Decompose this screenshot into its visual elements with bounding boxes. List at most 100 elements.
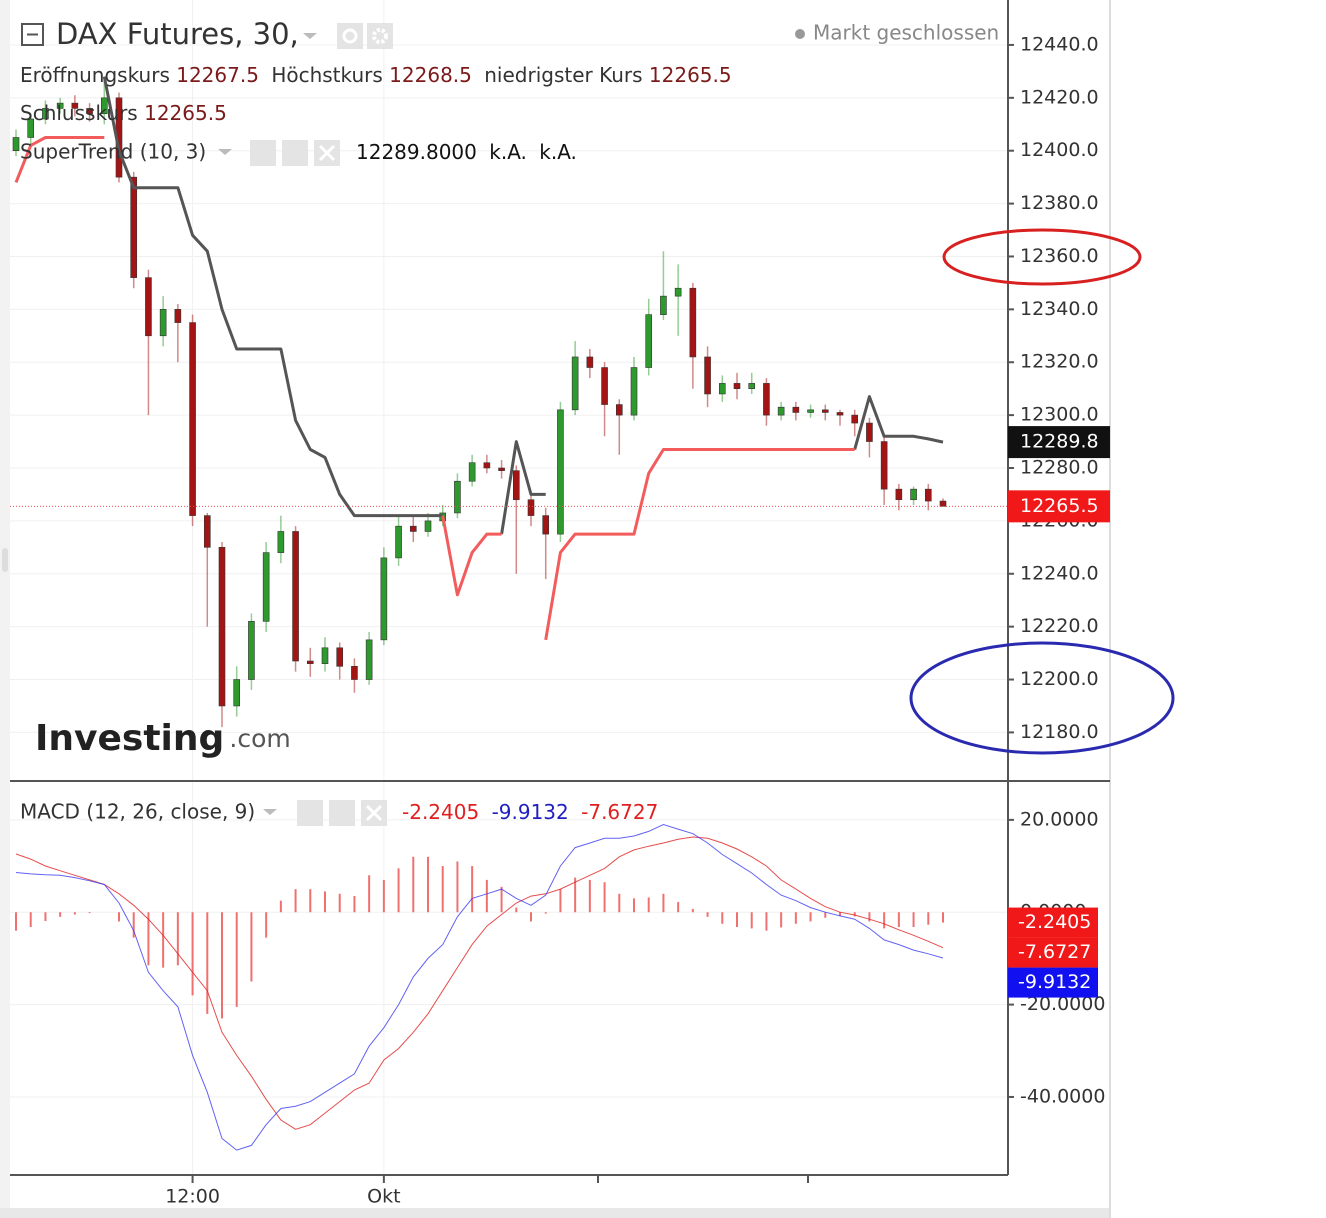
candle-body: [910, 488, 917, 501]
candle-body: [630, 367, 638, 416]
signal-line: [15, 836, 944, 1130]
candle-body: [718, 383, 726, 395]
candle-body: [880, 441, 888, 490]
settings-button[interactable]: [367, 23, 393, 49]
y-tick-label: 12420.0: [1020, 86, 1099, 108]
gear-icon: [372, 28, 388, 44]
candle-body: [939, 500, 947, 507]
candle-body: [483, 462, 491, 469]
candle-body: [454, 480, 461, 514]
candle-body: [468, 462, 476, 482]
supertrend-lower: [14, 136, 855, 641]
bottom-strip: [0, 1208, 1110, 1218]
supertrend-upper: [102, 76, 944, 535]
x-tick-label: Okt: [367, 1186, 400, 1208]
candle-body: [792, 406, 800, 413]
status-dot: [795, 29, 805, 39]
histogram-value-label: -2.2405: [1018, 911, 1091, 933]
y-tick-label: 12340.0: [1020, 298, 1099, 320]
supertrend-price-label: 12289.8: [1020, 431, 1099, 453]
visibility-button[interactable]: [337, 23, 363, 49]
dropdown-caret[interactable]: [303, 33, 317, 39]
y-tick-label: 12360.0: [1020, 245, 1099, 267]
visibility-button[interactable]: [297, 800, 323, 826]
eye-icon: [342, 28, 358, 44]
legend-value: -9.9132: [492, 800, 569, 824]
candle-body: [306, 660, 314, 664]
settings-button[interactable]: [329, 800, 355, 826]
macd-legend: MACD (12, 26, close, 9): [20, 800, 255, 824]
y-tick-label: 12300.0: [1020, 404, 1099, 426]
left-strip: [0, 0, 10, 1218]
y-tick-label: -40.0000: [1020, 1085, 1105, 1107]
candle-body: [86, 108, 93, 114]
collapse-button[interactable]: [21, 23, 44, 46]
candle-body: [159, 309, 167, 337]
blue-annotation: [909, 641, 1175, 755]
candle-body: [586, 356, 594, 368]
candle-body: [189, 322, 196, 516]
candle-body: [336, 647, 344, 667]
legend-value: 12265.5: [649, 63, 732, 87]
candle-body: [512, 470, 520, 501]
macd-value-box: [1008, 967, 1098, 998]
candle-body: [424, 520, 432, 532]
y-tick-label: 12380.0: [1020, 192, 1099, 214]
candle-body: [557, 409, 564, 535]
candle-body: [527, 499, 535, 516]
candle-body: [777, 406, 785, 416]
y-tick-label: 12280.0: [1020, 457, 1099, 479]
candle-body: [674, 287, 682, 297]
supertrend-legend: SuperTrend (10, 3): [20, 140, 206, 164]
legend-value: k.A.: [539, 140, 577, 164]
candle-body: [866, 422, 873, 442]
candle-body: [821, 409, 829, 413]
candle-body: [203, 515, 211, 548]
candle-body: [601, 367, 608, 405]
candle-body: [56, 102, 64, 109]
grid: 12180.012200.012220.012240.012260.012280…: [10, 0, 1105, 1208]
candle-body: [321, 647, 329, 664]
plot: [10, 76, 1008, 1151]
candle-body: [733, 383, 741, 389]
candle-body: [498, 467, 505, 471]
last-price-label: 12265.5: [1020, 495, 1099, 517]
remove-icon: [318, 144, 336, 162]
candle-body: [851, 414, 859, 424]
candle-body: [42, 108, 49, 120]
chart-title: DAX Futures, 30,: [56, 17, 299, 51]
y-tick-label: 12240.0: [1020, 562, 1099, 584]
legend-label: Eröffnungskurs: [20, 63, 170, 87]
candle-body: [292, 531, 299, 662]
candle-body: [704, 356, 711, 395]
candle-body: [409, 525, 417, 532]
candle-body: [277, 531, 285, 553]
settings-button[interactable]: [282, 140, 308, 166]
ohlc-legend: Eröffnungskurs 12267.5 Höchstkurs 12268.…: [20, 63, 732, 87]
y-tick-label: 12320.0: [1020, 351, 1099, 373]
candle-body: [395, 525, 402, 559]
resize-handle[interactable]: [2, 548, 8, 572]
candle-body: [380, 557, 388, 641]
visibility-button[interactable]: [250, 140, 276, 166]
red-annotation: [942, 228, 1142, 286]
x-tick-label: 12:00: [165, 1186, 220, 1208]
legend-value: -2.2405: [402, 800, 479, 824]
y-tick-label: 12440.0: [1020, 33, 1099, 55]
candle-body: [895, 488, 903, 501]
y-tick-label: 12220.0: [1020, 615, 1099, 637]
candle-body: [71, 102, 79, 109]
legend-value: 12289.8000: [356, 140, 477, 164]
close-legend: Schlusskurs 12265.5: [20, 101, 227, 125]
legend-label: Schlusskurs: [20, 101, 138, 125]
dropdown-caret[interactable]: [263, 809, 277, 815]
signal-value-box: [1008, 937, 1098, 968]
candle-body: [262, 552, 270, 622]
candle-body: [807, 409, 814, 413]
candle-body: [233, 679, 241, 707]
candle-body: [351, 666, 358, 680]
candle-body: [218, 547, 226, 707]
dropdown-caret[interactable]: [218, 149, 232, 155]
last-price-box: [1008, 490, 1110, 523]
